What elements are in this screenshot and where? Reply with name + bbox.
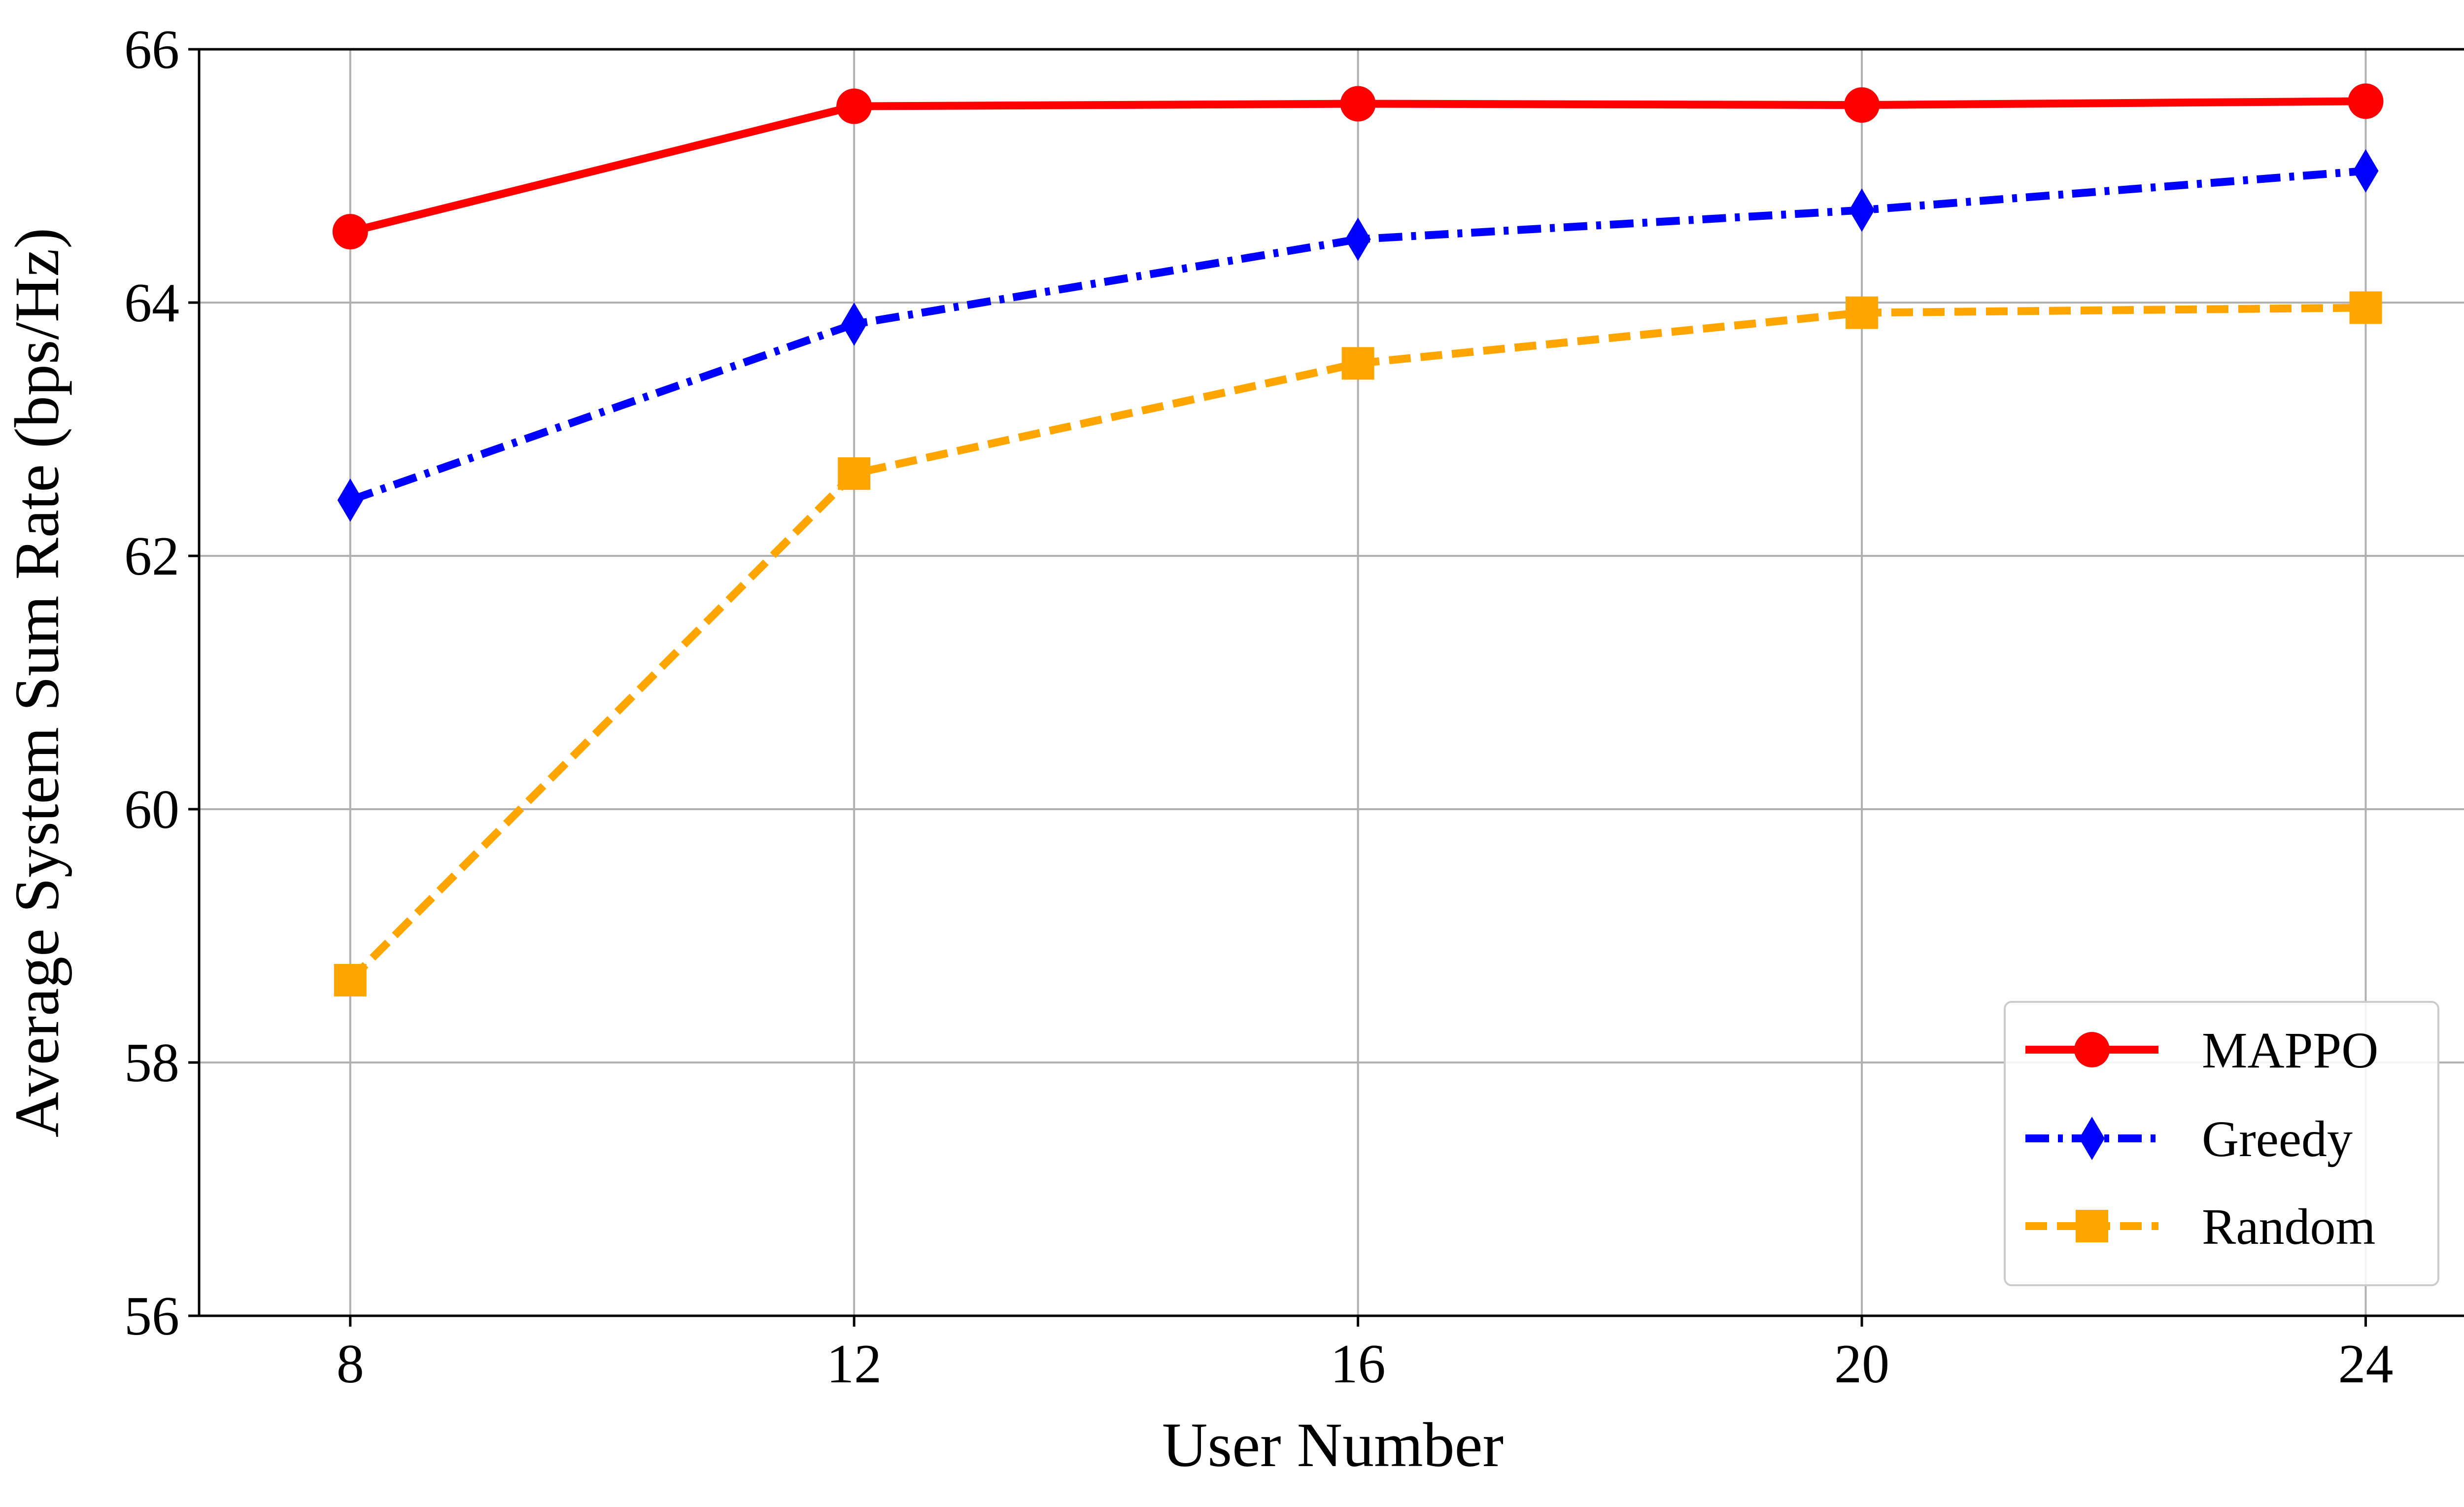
y-tick-label: 56 [124,1286,179,1347]
legend-label-mappo: MAPPO [2202,1022,2378,1079]
y-tick-label: 66 [124,19,179,80]
data-point-random [1846,296,1879,329]
series-mappo [332,83,2384,250]
legend-label-greedy: Greedy [2202,1111,2353,1167]
data-point-mappo [2348,83,2384,119]
series-random [334,291,2382,996]
legend-marker-greedy [2079,1117,2105,1160]
legend-item-random: Random [2025,1199,2375,1255]
legend-marker-random [2076,1210,2108,1242]
data-point-random [334,963,367,996]
data-point-random [838,457,871,490]
data-point-random [2349,291,2382,324]
data-point-greedy [1849,188,1875,232]
x-tick-label: 24 [2338,1334,2394,1395]
legend-label-random: Random [2202,1199,2375,1255]
data-point-greedy [337,478,363,522]
x-axis-label: User Number [1162,1410,1504,1480]
y-axis-label: Average System Sum Rate (bps/Hz) [2,228,72,1137]
y-tick-label: 60 [124,779,179,840]
y-tick-label: 58 [124,1032,179,1094]
series-greedy [337,149,2379,522]
legend-item-greedy: Greedy [2025,1111,2353,1167]
data-point-greedy [1345,217,1371,261]
data-point-random [1341,347,1374,380]
data-point-mappo [1844,87,1880,123]
legend: MAPPO Greedy Random [2004,1001,2439,1286]
x-tick-label: 16 [1331,1334,1386,1395]
series-line-greedy [349,167,2366,504]
x-tick-label: 20 [1834,1334,1889,1395]
data-point-mappo [1340,86,1376,122]
plot-series [332,83,2384,996]
y-tick-label: 62 [124,526,179,587]
y-tick-label: 64 [124,273,179,334]
x-tick-label: 8 [337,1334,364,1395]
legend-item-mappo: MAPPO [2025,1022,2378,1079]
axes-frame [198,48,2464,1317]
x-tick-label: 12 [826,1334,882,1395]
legend-box [2004,1001,2439,1286]
data-point-greedy [2353,149,2379,193]
data-point-mappo [836,88,872,124]
axis-ticks: 8 12 16 20 24 56 58 60 62 64 66 [124,19,2394,1395]
data-point-greedy [841,302,867,346]
data-point-mappo [332,214,368,250]
legend-marker-mappo [2074,1032,2110,1067]
